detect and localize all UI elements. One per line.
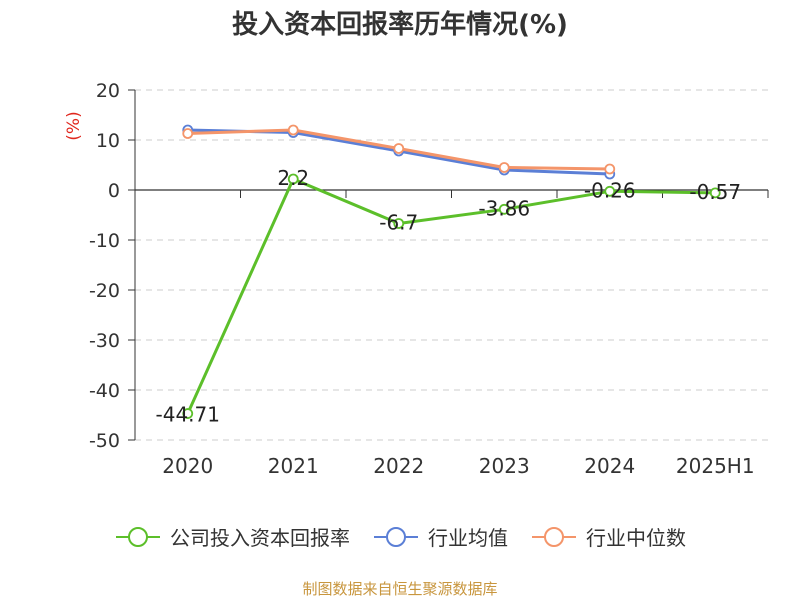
data-point [709, 187, 721, 199]
y-axis-unit-label: (%) [64, 111, 84, 140]
y-tick-label: 10 [96, 130, 120, 152]
legend: 公司投入资本回报率 行业均值 行业中位数 [0, 522, 800, 551]
y-tick-label: -30 [89, 330, 120, 352]
y-tick-label: -20 [89, 280, 120, 302]
y-tick-label: -10 [89, 230, 120, 252]
x-tick-label: 2023 [479, 454, 530, 478]
x-tick-label: 2021 [268, 454, 319, 478]
x-tick-label: 2024 [584, 454, 635, 478]
legend-label: 行业中位数 [586, 526, 686, 550]
grid-layer [135, 89, 768, 441]
data-point [604, 185, 616, 197]
data-point [393, 218, 405, 229]
x-tick-label: 2022 [373, 454, 424, 478]
legend-marker [128, 526, 148, 547]
y-tick-label: 0 [108, 180, 120, 202]
data-point [393, 143, 405, 154]
legend-label: 公司投入资本回报率 [170, 526, 350, 550]
y-tick-label: 20 [96, 80, 120, 102]
legend-item-industry-average[interactable]: 行业均值 [372, 522, 508, 551]
data-label: -3.86 [478, 196, 530, 220]
legend-line-icon [116, 526, 160, 547]
data-point [182, 408, 194, 419]
data-label: -44.71 [156, 403, 220, 427]
data-label: 2.2 [277, 166, 309, 190]
y-tick-label: -50 [89, 430, 120, 452]
series-line [186, 177, 716, 415]
legend-item-company[interactable]: 公司投入资本回报率 [114, 522, 350, 551]
data-point [287, 173, 299, 185]
source-note: 制图数据来自恒生聚源数据库 [302, 580, 498, 598]
series-layer [182, 124, 721, 419]
y-tick-label: -40 [89, 380, 120, 402]
chart-area: 20 10 0 -10 -20 -30 -40 -50 2020 2021 2022 2023 2024… [64, 80, 769, 478]
data-point [604, 163, 616, 175]
legend-label: 行业均值 [428, 526, 508, 550]
data-point [498, 203, 510, 215]
data-label: -0.57 [689, 180, 741, 204]
x-tick-label: 2025H1 [676, 454, 755, 478]
legend-item-industry-median[interactable]: 行业中位数 [530, 522, 686, 551]
x-tick-label: 2020 [162, 454, 213, 478]
axis-layer: 20 10 0 -10 -20 -30 -40 -50 2020 2021 2022 2023 2024… [64, 80, 769, 478]
legend-line-icon [374, 526, 418, 547]
data-label: -6.7 [379, 211, 418, 235]
legend-marker [386, 526, 406, 547]
chart-title: 投入资本回报率历年情况(%) [232, 10, 568, 40]
legend-marker [544, 526, 564, 547]
data-point [182, 128, 194, 139]
data-point [498, 162, 510, 173]
legend-line-icon [532, 526, 576, 547]
label-layer: -44.71 2.2 -6.7 -3.86 -0.26 -0.57 [156, 166, 742, 427]
data-point [287, 124, 299, 136]
data-label: -0.26 [584, 178, 636, 202]
